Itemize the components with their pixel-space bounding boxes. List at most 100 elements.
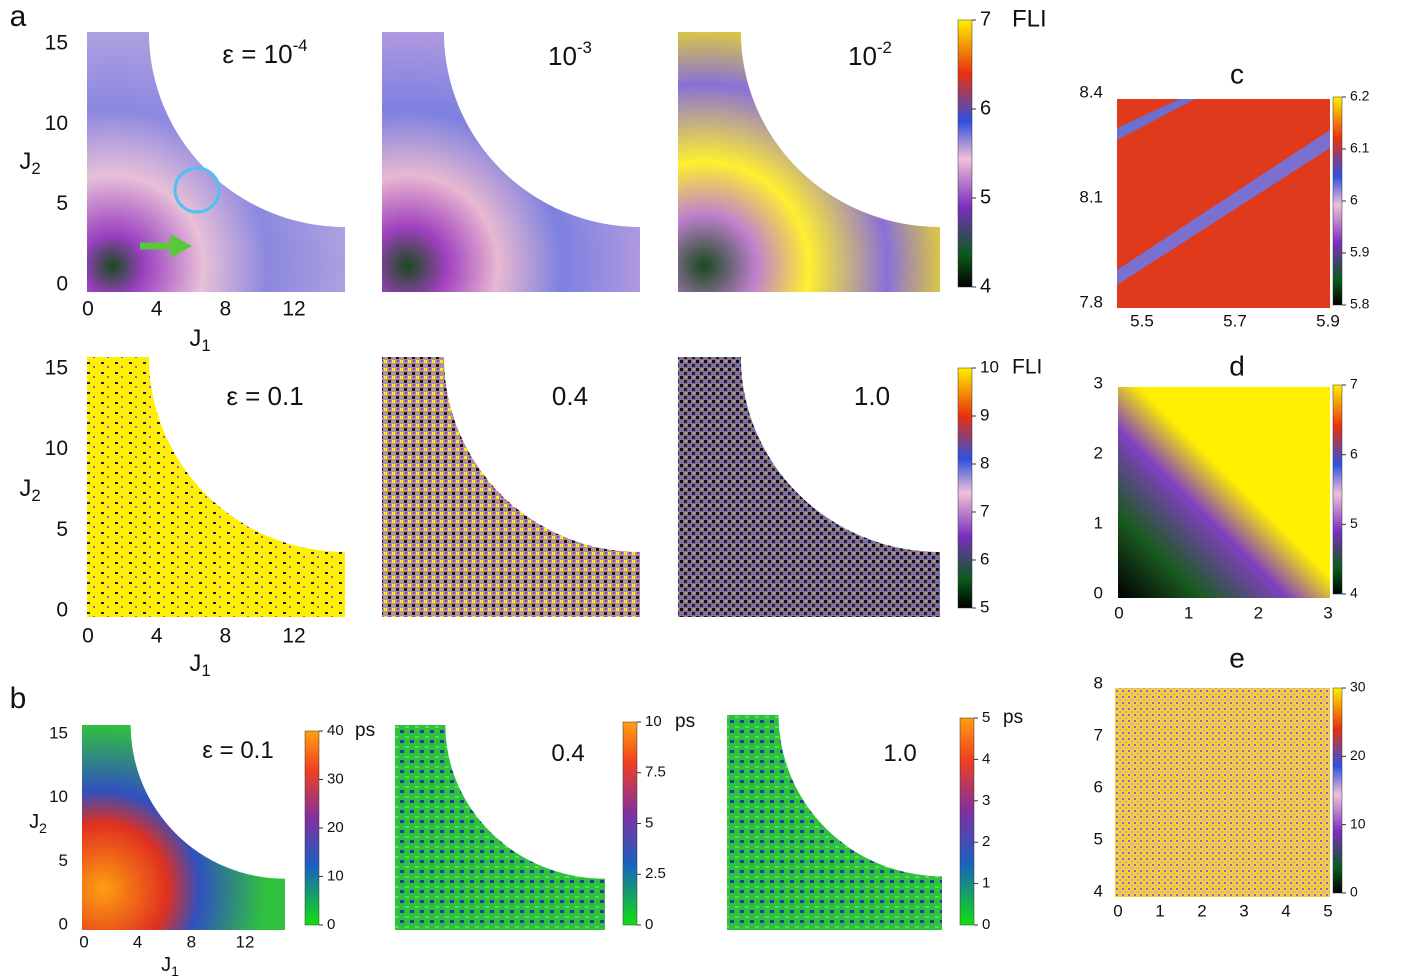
y-tick-label: 10 xyxy=(49,787,68,806)
panel-title: c xyxy=(1230,58,1244,89)
panel-title: e xyxy=(1229,642,1245,673)
eps-text: 0.4 xyxy=(551,740,584,767)
x-tick-label: 1 xyxy=(1155,901,1164,920)
colorbar-tick-label: 5 xyxy=(980,186,991,208)
colorbar-tick-label: 30 xyxy=(327,770,344,787)
y-tick-label: 15 xyxy=(49,723,68,742)
colorbar-tick-label: 10 xyxy=(327,867,344,884)
y-axis-label-sub: 2 xyxy=(31,160,40,179)
colorbar-tick-label: 10 xyxy=(980,357,999,376)
y-axis-label: J2 xyxy=(19,148,40,178)
colorbar-tick-label: 20 xyxy=(1350,747,1366,763)
y-tick-label: 8 xyxy=(1094,673,1103,692)
y-axis-label-symbol: J xyxy=(19,475,31,502)
y-tick-label: 0 xyxy=(1094,583,1103,602)
colorbar-tick-label: 7 xyxy=(980,8,991,30)
colorbar-tick-label: 4 xyxy=(982,750,990,767)
eps-text: 10 xyxy=(548,41,577,71)
x-tick-label: 5.7 xyxy=(1223,311,1247,330)
eps-label: 1.0 xyxy=(883,740,916,767)
y-tick-label: 10 xyxy=(45,437,68,460)
colorbar-tick-label: 4 xyxy=(980,275,991,297)
x-tick-label: 2 xyxy=(1254,603,1263,622)
x-axis-label-sub: 1 xyxy=(201,662,210,681)
colorbar-tick-label: 0 xyxy=(982,916,990,933)
heatmap xyxy=(87,357,345,617)
colorbar-unit: FLI xyxy=(1012,5,1047,32)
x-axis-label: J1 xyxy=(189,650,210,680)
y-axis-label-sub: 2 xyxy=(39,820,47,836)
colorbar xyxy=(1332,96,1343,306)
panel-title: d xyxy=(1229,350,1245,381)
colorbar-tick-label: 0 xyxy=(645,916,653,933)
arrow-head xyxy=(170,234,192,258)
colorbar xyxy=(1332,687,1343,894)
x-tick-label: 4 xyxy=(151,298,163,321)
eps-text: 0.4 xyxy=(552,381,588,411)
colorbar-tick-label: 7 xyxy=(980,501,989,520)
x-axis-label-sub: 1 xyxy=(171,963,179,979)
heatmap xyxy=(1118,387,1330,598)
x-axis-label-symbol: J xyxy=(189,325,201,352)
y-tick-label: 8.1 xyxy=(1079,187,1103,206)
colorbar-tick-label: 3 xyxy=(982,792,990,809)
colorbar-unit: ps xyxy=(675,711,695,732)
y-tick-label: 8.4 xyxy=(1079,82,1103,101)
colorbar-unit: ps xyxy=(355,720,375,741)
x-tick-label: 12 xyxy=(282,298,305,321)
y-tick-label: 7.8 xyxy=(1079,292,1103,311)
x-tick-label: 12 xyxy=(282,625,305,648)
x-tick-label: 8 xyxy=(219,298,231,321)
y-axis-label: J2 xyxy=(19,475,40,505)
y-axis-label-sub: 2 xyxy=(31,487,40,506)
colorbar-tick-label: 5 xyxy=(982,709,990,726)
marker-circle xyxy=(173,166,221,214)
y-tick-label: 0 xyxy=(56,599,68,622)
y-tick-label: 4 xyxy=(1094,881,1103,900)
colorbar-tick-label: 7 xyxy=(1350,376,1358,392)
x-tick-label: 5.5 xyxy=(1130,311,1154,330)
y-tick-label: 3 xyxy=(1094,373,1103,392)
x-tick-label: 1 xyxy=(1184,603,1193,622)
y-tick-label: 10 xyxy=(45,112,68,135)
colorbar-tick-label: 30 xyxy=(1350,679,1366,695)
x-axis-label-sub: 1 xyxy=(201,337,210,356)
y-tick-label: 1 xyxy=(1094,513,1103,532)
colorbar-tick-label: 6 xyxy=(980,549,989,568)
colorbar xyxy=(957,19,973,288)
x-tick-label: 5.9 xyxy=(1316,311,1340,330)
colorbar-unit: ps xyxy=(1003,707,1023,728)
colorbar-tick-label: 5 xyxy=(645,814,653,831)
colorbar-tick-label: 7.5 xyxy=(645,764,666,781)
colorbar-tick-label: 5.9 xyxy=(1350,244,1370,260)
colorbar-tick-label: 20 xyxy=(327,819,344,836)
band xyxy=(1117,130,1330,285)
colorbar-tick-label: 6 xyxy=(980,97,991,119)
eps-label: 10-2 xyxy=(848,38,892,71)
eps-label: 0.4 xyxy=(551,740,584,767)
x-tick-label: 8 xyxy=(219,625,231,648)
x-tick-label: 4 xyxy=(151,625,163,648)
y-tick-label: 0 xyxy=(56,273,68,296)
y-tick-label: 6 xyxy=(1094,777,1103,796)
colorbar xyxy=(957,367,973,609)
x-tick-label: 3 xyxy=(1239,901,1248,920)
colorbar-tick-label: 1 xyxy=(982,875,990,892)
x-tick-label: 0 xyxy=(82,625,94,648)
y-tick-label: 7 xyxy=(1094,725,1103,744)
heatmap xyxy=(395,725,605,930)
y-tick-label: 15 xyxy=(45,32,68,55)
x-tick-label: 8 xyxy=(187,932,196,951)
heatmap xyxy=(382,32,640,292)
colorbar-tick-label: 5 xyxy=(1350,515,1358,531)
x-axis-label-symbol: J xyxy=(189,650,201,677)
y-axis-label: J2 xyxy=(29,811,47,835)
colorbar-tick-label: 6.2 xyxy=(1350,88,1370,104)
eps-text: 1.0 xyxy=(854,381,890,411)
x-tick-label: 2 xyxy=(1197,901,1206,920)
y-tick-label: 5 xyxy=(56,518,68,541)
colorbar-tick-label: 40 xyxy=(327,722,344,739)
heatmap xyxy=(87,32,345,292)
heatmap xyxy=(82,725,285,930)
